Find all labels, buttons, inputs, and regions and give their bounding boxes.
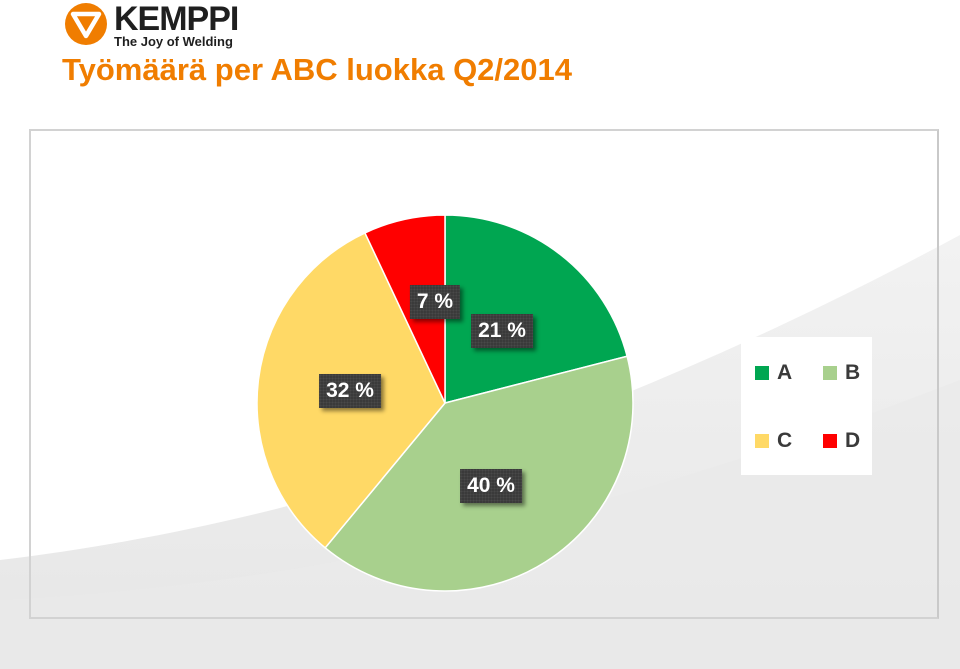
data-label-c: 32 %	[319, 374, 381, 408]
legend-label-a: A	[777, 361, 793, 384]
logo-tagline: The Joy of Welding	[114, 34, 233, 49]
chart-frame	[29, 129, 939, 619]
legend-swatch-a	[755, 366, 769, 380]
data-label-a: 21 %	[471, 314, 533, 348]
legend-label-b: B	[845, 361, 861, 384]
legend-swatch-c	[755, 434, 769, 448]
kemppi-shield-icon	[65, 3, 107, 45]
page-title: Työmäärä per ABC luokka Q2/2014	[62, 52, 573, 87]
legend-swatch-d	[823, 434, 837, 448]
data-label-d: 7 %	[409, 285, 461, 319]
pie-slice-a	[444, 214, 629, 404]
data-label-b: 40 %	[460, 469, 522, 503]
chart-legend: A B C D	[741, 337, 872, 475]
legend-swatch-b	[823, 366, 837, 380]
legend-item-c: C	[755, 429, 792, 453]
legend-label-d: D	[845, 429, 861, 452]
legend-item-d: D	[823, 429, 860, 453]
legend-item-a: A	[755, 361, 792, 385]
pie-slice-d	[363, 214, 446, 404]
legend-item-b: B	[823, 361, 860, 385]
legend-label-c: C	[777, 429, 793, 452]
logo-wordmark: KEMPPI	[114, 0, 239, 38]
